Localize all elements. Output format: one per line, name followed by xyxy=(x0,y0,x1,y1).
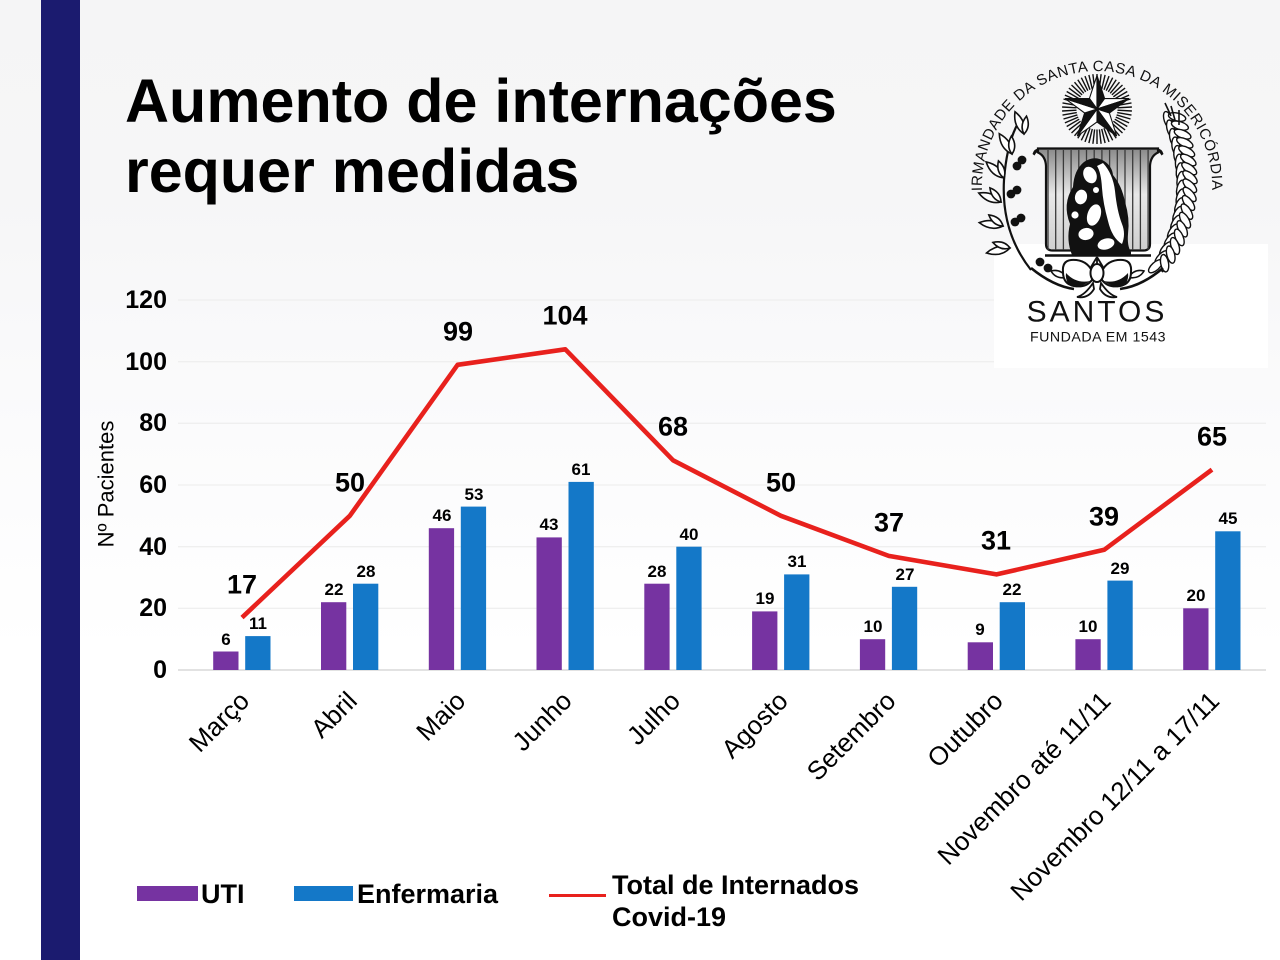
svg-text:SANTOS: SANTOS xyxy=(1027,296,1168,329)
svg-text:FUNDADA EM 1543: FUNDADA EM 1543 xyxy=(1030,330,1166,346)
